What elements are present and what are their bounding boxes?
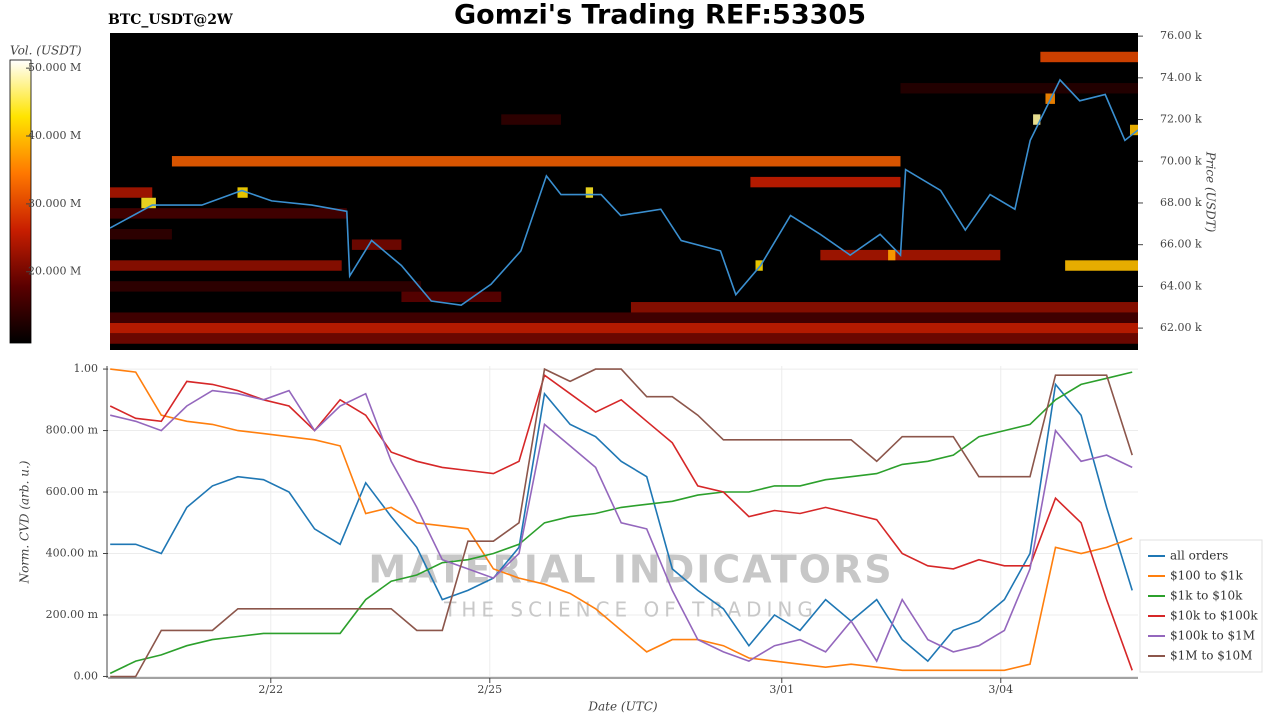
y-tick-label: 68.00 k — [1160, 196, 1202, 209]
legend-label: $10k to $100k — [1170, 609, 1258, 623]
colorbar-tick-label: 20.000 M — [28, 265, 81, 278]
watermark-subtitle: THE SCIENCE OF TRADING — [443, 598, 818, 622]
heat-cell — [110, 312, 1138, 323]
y-tick-label: 74.00 k — [1160, 71, 1202, 84]
colorbar — [9, 59, 32, 344]
plots: 62.00 k 64.00 k 66.00 k 68.00 k 70.00 k 72.00… — [9, 29, 1263, 696]
y-tick-label: 66.00 k — [1160, 238, 1202, 251]
legend-box — [1139, 539, 1263, 673]
y-tick-label: 0.00 — [74, 669, 99, 682]
x-tick-label: 2/25 — [477, 683, 502, 696]
heat-cell — [110, 333, 1138, 344]
lines — [109, 367, 1133, 678]
series-line — [110, 368, 1133, 672]
heat-cell — [755, 260, 763, 271]
y-axis-label: Price (USDT) — [1204, 151, 1218, 233]
colorbar-tick-label: 50.000 M — [28, 61, 81, 74]
heat-cell — [110, 187, 153, 198]
colorbar-tick-label: 40.000 M — [28, 129, 81, 142]
colorbar-label: Vol. (USDT) — [10, 44, 82, 58]
chart-subtitle: BTC_USDT@2W — [108, 12, 233, 28]
heat-cell — [888, 249, 896, 261]
price-line — [110, 78, 1138, 307]
x-tick-label: 2/22 — [258, 683, 283, 696]
legend-label: $1M to $10M — [1170, 649, 1252, 663]
x-tick-label: 3/04 — [988, 683, 1013, 696]
legend-label: $1k to $10k — [1170, 589, 1243, 603]
series-line — [109, 373, 1133, 671]
y-tick-label: 62.00 k — [1160, 321, 1202, 334]
heatmap — [110, 51, 1138, 344]
heat-cell — [401, 291, 502, 303]
heat-cell — [141, 197, 156, 209]
y-tick-label: 76.00 k — [1160, 29, 1202, 42]
heat-cell — [110, 260, 342, 271]
x-tick-label: 3/01 — [769, 683, 794, 696]
y-tick-label: 200.00 m — [46, 608, 99, 621]
y-tick-label: 600.00 m — [46, 485, 99, 498]
heat-cell — [1129, 124, 1138, 136]
watermark-title: MATERIAL INDICATORS — [368, 548, 893, 592]
heat-cell — [630, 302, 1138, 313]
series-line — [110, 382, 1133, 663]
heat-cell — [820, 249, 1001, 261]
legend-label: all orders — [1170, 549, 1228, 563]
legend-label: $100k to $1M — [1170, 629, 1255, 643]
heat-cell — [501, 114, 561, 125]
series-line — [110, 367, 1133, 678]
heat-cell — [1040, 51, 1138, 63]
y-tick-label: 70.00 k — [1160, 154, 1202, 167]
colorbar-tick-label: 30.000 M — [28, 197, 81, 210]
heat-cell — [585, 187, 594, 198]
chart-title: Gomzi's Trading REF:53305 — [454, 0, 866, 31]
y-axis-label: Norm. CVD (arb. u.) — [18, 460, 32, 584]
heat-cell — [237, 187, 248, 198]
heat-cell — [110, 229, 172, 240]
legend-label: $100 to $1k — [1170, 569, 1243, 583]
y-tick-label: 400.00 m — [46, 547, 99, 560]
x-axis-label: Date (UTC) — [587, 700, 657, 714]
heat-cell — [1033, 114, 1041, 125]
heat-cell — [750, 176, 901, 188]
y-tick-label: 72.00 k — [1160, 113, 1202, 126]
heat-cell — [1065, 260, 1138, 271]
y-tick-label: 1.00 — [74, 362, 99, 375]
series-line — [110, 389, 1133, 663]
heat-cell — [110, 208, 347, 219]
heat-cell — [110, 281, 422, 292]
heat-cell — [110, 322, 1138, 334]
heat-cell — [171, 156, 901, 167]
heat-cell — [900, 83, 1138, 94]
y-tick-label: 800.00 m — [46, 424, 99, 437]
y-tick-label: 64.00 k — [1160, 279, 1202, 292]
